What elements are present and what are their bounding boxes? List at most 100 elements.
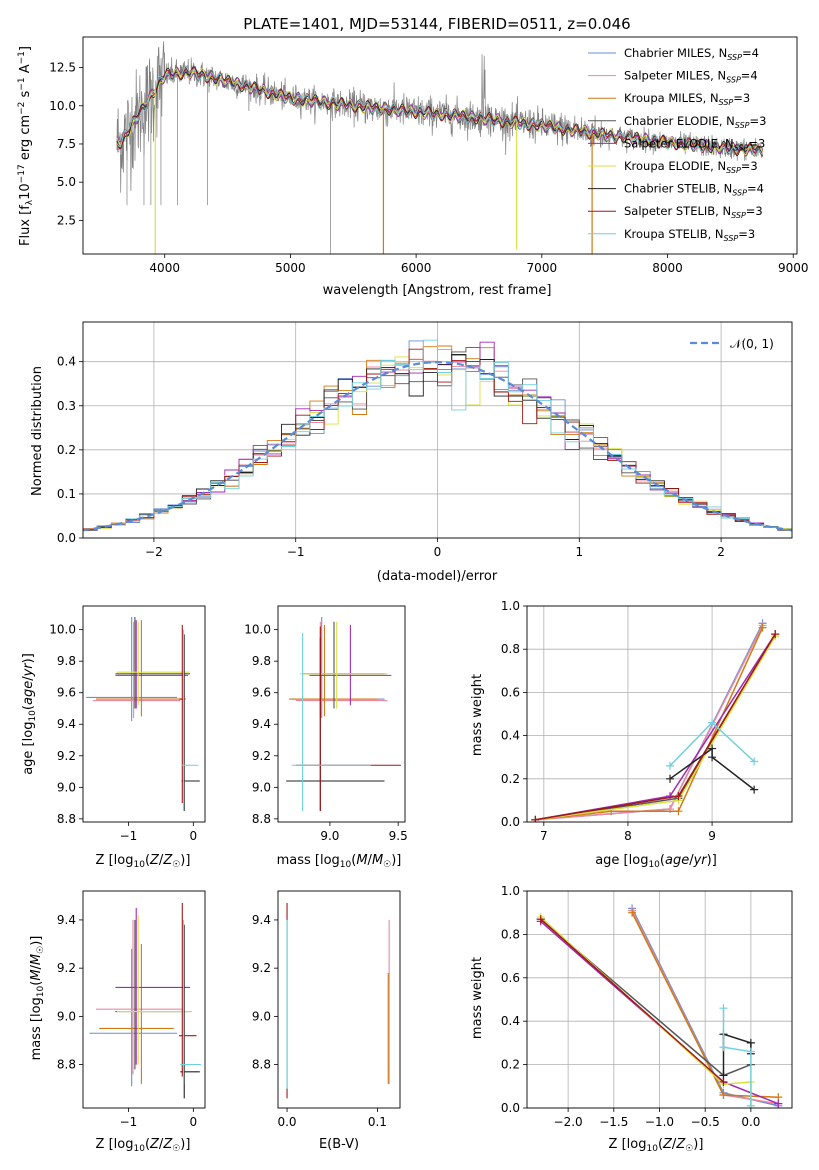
mass-weight-marker-7 <box>674 792 683 801</box>
y-tick-label: 0.4 <box>501 1014 520 1028</box>
mass-weight-line-8 <box>722 1008 752 1106</box>
x-tick-label: −1 <box>120 1115 138 1129</box>
y-tick-label: 0.4 <box>501 729 520 743</box>
mass-weight-marker-6 <box>746 1038 755 1047</box>
axes-frame <box>82 321 793 539</box>
y-tick-label: 8.8 <box>57 812 76 826</box>
mass-weight-line-0 <box>535 622 764 821</box>
x-tick-label: −1 <box>120 829 138 843</box>
mass-weight-marker-8 <box>746 1101 755 1108</box>
legend-subscript: SSP <box>719 98 734 107</box>
axes-frame <box>82 36 798 255</box>
y-tick-label: 9.8 <box>252 654 271 668</box>
mass-weight-line-3 <box>535 633 776 821</box>
y-tick-label: 0.6 <box>501 971 520 985</box>
model-line-7 <box>116 66 763 157</box>
mass-vs-Z-plot-area <box>89 903 202 1099</box>
x-tick-label: 9.5 <box>389 829 408 843</box>
y-tick-label: 0.2 <box>57 443 76 457</box>
figure-title: PLATE=1401, MJD=53144, FIBERID=0511, z=0… <box>243 15 630 33</box>
x-tick-label: 0 <box>189 829 197 843</box>
mass-weight-marker-7 <box>719 1077 728 1086</box>
legend-label-0: Chabrier MILES, NSSP=4 <box>624 46 759 62</box>
x-tick-label: 1 <box>575 545 583 559</box>
x-tick-label: 8000 <box>652 261 683 275</box>
x-tick-label: −2 <box>145 545 163 559</box>
mass-weight-vs-age-plot-area <box>531 619 780 822</box>
mass-weight-marker-4 <box>774 1099 783 1108</box>
legend-label-8: Kroupa STELIB, NSSP=3 <box>624 227 755 243</box>
mass-weight-vs-Z-panel: Z [log10(Z/Z☉)] mass weight −2.0 −1.5 −1.0… <box>470 884 793 1154</box>
mass-weight-line-7 <box>535 633 776 821</box>
y-tick-label: 9.6 <box>57 686 76 700</box>
mass-weight-marker-8 <box>719 1043 728 1052</box>
x-tick-label: −1 <box>287 545 305 559</box>
legend-value: =4 <box>742 46 759 60</box>
spectrum-ylabel: Flux [fλ10−17 erg cm−2 s−1 A−1] <box>17 46 35 246</box>
legend-value: =3 <box>746 204 763 218</box>
legend-label-1: Salpeter MILES, NSSP=4 <box>624 69 758 85</box>
legend-subscript: SSP <box>726 76 741 85</box>
y-tick-label: 9.0 <box>57 780 76 794</box>
model-line-5 <box>116 67 763 156</box>
mass-ebv-xlabel: E(B-V) <box>319 1137 359 1152</box>
x-tick-label: 5000 <box>275 261 306 275</box>
x-tick-label: 6000 <box>401 261 432 275</box>
mass-z-xlabel: Z [log10(Z/Z☉)] <box>96 1137 191 1154</box>
y-tick-label: 0.6 <box>501 685 520 699</box>
legend-value: =3 <box>750 114 767 128</box>
x-tick-label: −1.5 <box>599 1115 628 1129</box>
axes-frame <box>82 890 206 1109</box>
y-tick-label: 9.4 <box>57 717 76 731</box>
y-tick-label: 8.8 <box>57 1058 76 1072</box>
x-tick-label: 0.1 <box>368 1115 387 1129</box>
x-tick-label: 2 <box>717 545 725 559</box>
legend-subscript: SSP <box>731 211 746 220</box>
mass-weight-marker-4 <box>666 792 675 801</box>
mass-weight-vs-Z-plot-area <box>536 904 783 1108</box>
y-tick-label: 1.0 <box>501 599 520 613</box>
mass-weight-vs-age-panel: age [log10(age/yr)] mass weight 7 8 9 0.0 0.… <box>470 599 793 870</box>
y-tick-label: 7.5 <box>57 137 76 151</box>
x-tick-label: 0 <box>189 1115 197 1129</box>
legend-subscript: SSP <box>732 189 747 198</box>
residuals-ylabel: Normed distribution <box>30 366 45 496</box>
x-tick-label: 9000 <box>778 261 809 275</box>
mass-weight-line-4 <box>535 633 776 821</box>
legend-subscript: SSP <box>726 166 741 175</box>
x-tick-label: −0.5 <box>691 1115 720 1129</box>
x-tick-label: 7 <box>540 829 548 843</box>
mass-weight-marker-2 <box>719 1090 728 1099</box>
y-tick-label: 8.8 <box>252 812 271 826</box>
mw-z-xlabel: Z [log10(Z/Z☉)] <box>609 1137 704 1154</box>
legend-label-5: Kroupa ELODIE, NSSP=3 <box>624 159 758 175</box>
age-vs-Z-panel: Z [log10(Z/Z☉)] age [log10(age/yr)] −1 0 8… <box>21 605 206 870</box>
x-tick-label: 9.0 <box>320 829 339 843</box>
y-tick-label: 9.0 <box>252 780 271 794</box>
mass-weight-marker-8 <box>708 718 717 727</box>
y-tick-label: 0.4 <box>57 355 76 369</box>
model-line-8 <box>116 65 763 157</box>
axes-frame <box>277 605 406 823</box>
y-tick-label: 9.4 <box>252 913 271 927</box>
spectrum-xlabel: wavelength [Angstrom, rest frame] <box>323 283 552 298</box>
y-tick-label: 9.0 <box>57 1009 76 1023</box>
legend-value: =3 <box>741 159 758 173</box>
y-tick-label: 0.1 <box>57 487 76 501</box>
axes-frame <box>526 605 793 823</box>
mass-weight-marker-6 <box>708 753 717 762</box>
y-tick-label: 0.2 <box>501 1058 520 1072</box>
y-tick-label: 10.0 <box>244 623 271 637</box>
residuals-panel: (data-model)/error Normed distribution −… <box>30 321 793 584</box>
mass-weight-marker-8 <box>750 757 759 766</box>
mass-weight-marker-7 <box>536 915 545 924</box>
legend-value: =3 <box>733 91 750 105</box>
x-tick-label: −2.0 <box>554 1115 583 1129</box>
residuals-plot-area <box>83 339 792 532</box>
y-tick-label: 0.8 <box>501 927 520 941</box>
legend-subscript: SSP <box>724 234 739 243</box>
mass-weight-line-2 <box>535 627 764 821</box>
x-tick-label: −1.0 <box>645 1115 674 1129</box>
legend-label-3: Chabrier ELODIE, NSSP=3 <box>624 114 766 130</box>
residual-hist-3 <box>83 347 792 531</box>
